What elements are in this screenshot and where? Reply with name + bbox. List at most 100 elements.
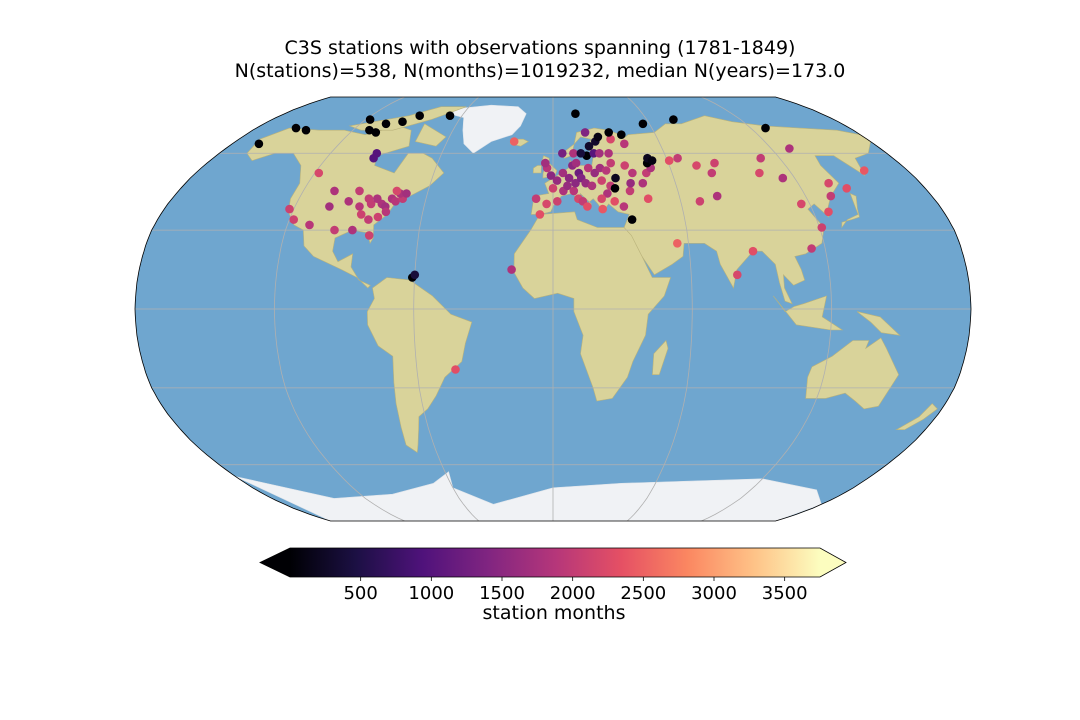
station-marker (761, 123, 770, 133)
station-marker (355, 202, 364, 211)
station-marker (569, 186, 579, 196)
station-marker (356, 210, 366, 219)
land-baffin (414, 123, 447, 147)
colorbar-tick-label: 3000 (691, 583, 737, 604)
station-marker (541, 158, 550, 168)
station-marker (507, 265, 516, 274)
station-marker (391, 197, 400, 206)
land-japan (841, 192, 860, 229)
station-marker (365, 115, 375, 124)
station-marker (451, 365, 460, 374)
colorbar-tick-label: 2500 (620, 583, 667, 604)
station-marker (364, 215, 373, 224)
station-marker (348, 225, 357, 235)
station-marker (619, 202, 629, 211)
station-marker (626, 178, 635, 188)
station-marker (398, 117, 407, 126)
graticule-lines (135, 97, 971, 521)
station-marker (669, 115, 678, 124)
station-marker (603, 189, 612, 198)
station-marker (558, 168, 568, 178)
meridian-line (626, 97, 693, 521)
station-marker (606, 134, 615, 144)
station-marker (620, 139, 629, 149)
station-marker (314, 168, 324, 178)
station-marker (583, 202, 592, 211)
station-marker (583, 163, 593, 173)
station-marker (824, 207, 833, 217)
station-marker (673, 153, 682, 163)
station-marker (330, 186, 339, 196)
station-marker (571, 109, 580, 118)
station-marker (584, 141, 594, 151)
meridian-line (413, 97, 480, 521)
station-marker (402, 189, 411, 198)
station-marker (371, 128, 381, 137)
station-marker (535, 210, 545, 219)
station-marker (563, 181, 572, 191)
land-ireland (532, 165, 542, 174)
colorbar-tick-label: 500 (343, 583, 378, 604)
station-marker (638, 178, 648, 188)
station-marker (673, 239, 682, 248)
station-marker (756, 153, 765, 163)
station-marker (707, 168, 717, 178)
station-marker (604, 128, 613, 137)
station-marker (733, 270, 742, 280)
station-marker (597, 194, 606, 203)
station-marker (355, 186, 364, 196)
station-marker (552, 176, 562, 185)
station-marker (587, 181, 597, 191)
station-marker (415, 111, 425, 120)
station-marker (289, 215, 299, 224)
station-marker (301, 125, 311, 135)
station-marker (620, 161, 629, 170)
station-marker (344, 197, 354, 206)
chart-title-line-2: N(stations)=538, N(months)=1019232, medi… (234, 60, 846, 82)
station-marker (797, 199, 806, 209)
station-marker (369, 153, 378, 163)
station-marker (373, 212, 383, 222)
station-marker (571, 178, 580, 188)
land-south-america (366, 277, 473, 454)
colorbar-extend-high (820, 548, 846, 577)
station-marker (330, 225, 339, 235)
station-marker (558, 149, 567, 158)
station-marker (826, 191, 836, 201)
colorbar-tick-label: 1500 (479, 583, 525, 604)
station-marker (410, 270, 420, 280)
station-marker (824, 178, 833, 188)
station-marker (859, 166, 869, 175)
land-new-guinea (856, 311, 901, 336)
station-marker (325, 202, 334, 211)
station-marker (611, 173, 620, 183)
station-marker (755, 168, 764, 178)
station-marker (593, 132, 603, 142)
station-marker (617, 130, 626, 139)
station-marker (627, 215, 637, 224)
station-marker (285, 204, 294, 214)
station-marker (610, 184, 620, 193)
station-marker (576, 149, 586, 158)
station-marker (254, 139, 264, 149)
colorbar-tick-label: 1000 (408, 583, 455, 604)
station-marker (392, 186, 402, 196)
chart-title-line-1: C3S stations with observations spanning … (284, 37, 796, 59)
station-marker (595, 149, 604, 158)
station-marker (778, 173, 788, 183)
station-marker (445, 111, 455, 120)
station-marker (748, 246, 758, 256)
station-marker (625, 186, 635, 196)
station-marker (571, 158, 581, 168)
map-frame (134, 96, 972, 522)
station-marker (553, 197, 562, 206)
station-marker (601, 166, 611, 175)
station-marker (817, 223, 827, 232)
station-marker (643, 194, 653, 203)
station-marker (647, 156, 657, 165)
station-marker (638, 119, 648, 129)
station-marker (710, 158, 719, 168)
station-marker (606, 158, 615, 168)
station-marker (580, 128, 590, 137)
